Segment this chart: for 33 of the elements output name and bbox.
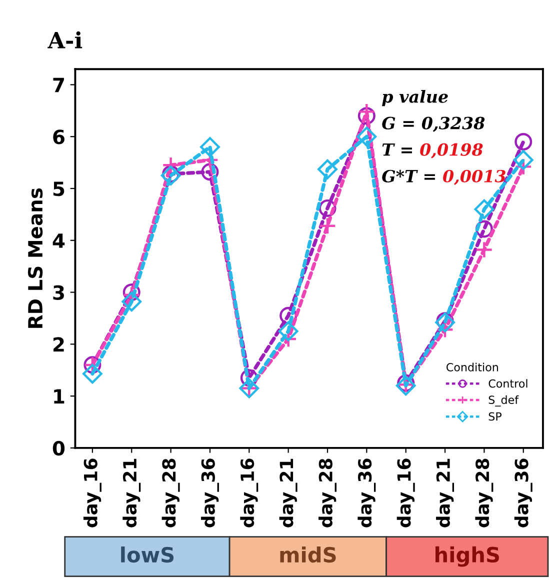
- x-tick-label: day_21: [279, 458, 298, 528]
- x-tick-label: day_36: [514, 458, 532, 528]
- y-tick-label: 6: [53, 130, 64, 144]
- annotation: p value: [382, 90, 448, 106]
- y-tick-label: 7: [53, 78, 64, 92]
- legend-label: S_def: [488, 395, 519, 406]
- legend-label: SP: [488, 412, 502, 421]
- text: highS: [436, 546, 499, 567]
- annotation: T = 0,0198: [382, 143, 483, 158]
- y-axis-title: RD LS Means: [28, 188, 43, 328]
- annotation: G*T = 0,0013: [382, 170, 506, 185]
- legend-title: Condition: [446, 362, 498, 372]
- x-tick-label: day_28: [318, 458, 336, 528]
- text: midS: [280, 546, 336, 563]
- x-tick-label: day_36: [200, 458, 219, 528]
- text: lowS: [121, 546, 174, 563]
- chart-title: A-i: [48, 31, 82, 48]
- x-tick-label: day_36: [358, 458, 376, 528]
- y-tick-label: 4: [52, 234, 65, 248]
- x-tick-label: day_21: [436, 458, 454, 528]
- annotation: G = 0,3238: [382, 116, 485, 132]
- x-tick-label: day_16: [83, 458, 102, 528]
- legend-label: Control: [488, 379, 528, 388]
- y-tick-label: 1: [54, 389, 64, 404]
- x-tick-label: day_28: [162, 458, 180, 528]
- y-tick-label: 3: [53, 285, 64, 300]
- x-tick-label: day_16: [396, 458, 415, 528]
- x-tick-label: day_21: [122, 458, 141, 528]
- x-tick-label: day_28: [475, 458, 494, 528]
- x-tick-label: day_16: [240, 458, 258, 528]
- y-tick-label: 0: [52, 440, 65, 456]
- y-tick-label: 2: [54, 337, 64, 352]
- y-tick-label: 5: [53, 182, 64, 196]
